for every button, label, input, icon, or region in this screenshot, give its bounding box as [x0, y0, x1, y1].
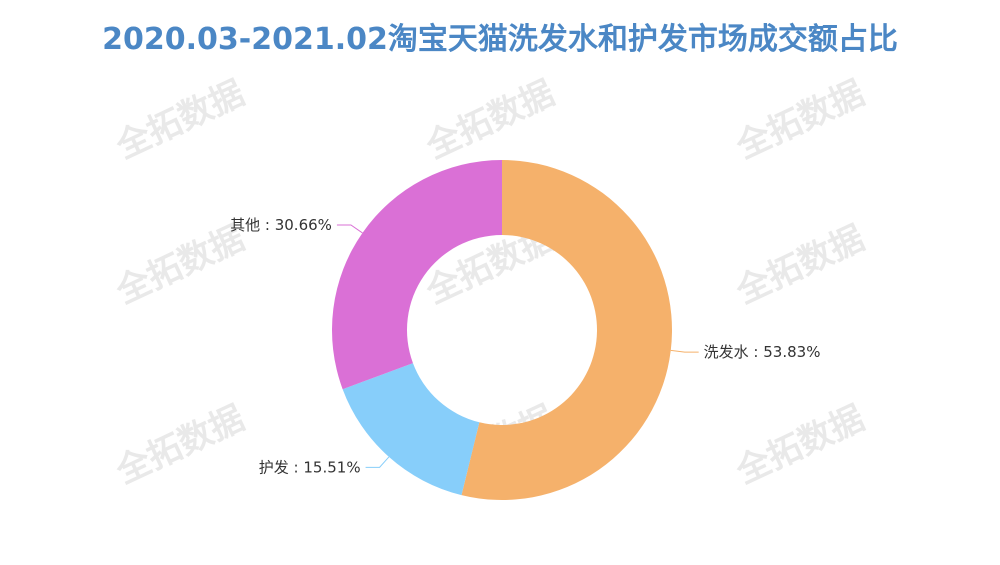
leader-line — [365, 456, 390, 468]
chart-title: 2020.03-2021.02淘宝天猫洗发水和护发市场成交额占比 — [102, 22, 898, 57]
slice-其他[interactable] — [332, 160, 502, 390]
watermark-text: 全拓数据 — [419, 73, 560, 167]
slice-label: 洗发水 : 53.83% — [704, 343, 821, 361]
watermark-text: 全拓数据 — [109, 73, 250, 167]
slice-洗发水[interactable] — [461, 160, 672, 500]
donut-slices — [332, 160, 672, 500]
watermark-text: 全拓数据 — [729, 218, 870, 312]
watermark-text: 全拓数据 — [109, 398, 250, 492]
leader-line — [336, 224, 363, 234]
watermark-text: 全拓数据 — [729, 73, 870, 167]
slice-label: 其他 : 30.66% — [230, 216, 332, 234]
slice-护发[interactable] — [342, 363, 480, 496]
slice-labels: 洗发水 : 53.83% 护发 : 15.51% 其他 : 30.66% — [230, 216, 820, 476]
watermark-text: 全拓数据 — [729, 398, 870, 492]
leader-line — [670, 349, 699, 353]
slice-label: 护发 : 15.51% — [259, 458, 361, 476]
